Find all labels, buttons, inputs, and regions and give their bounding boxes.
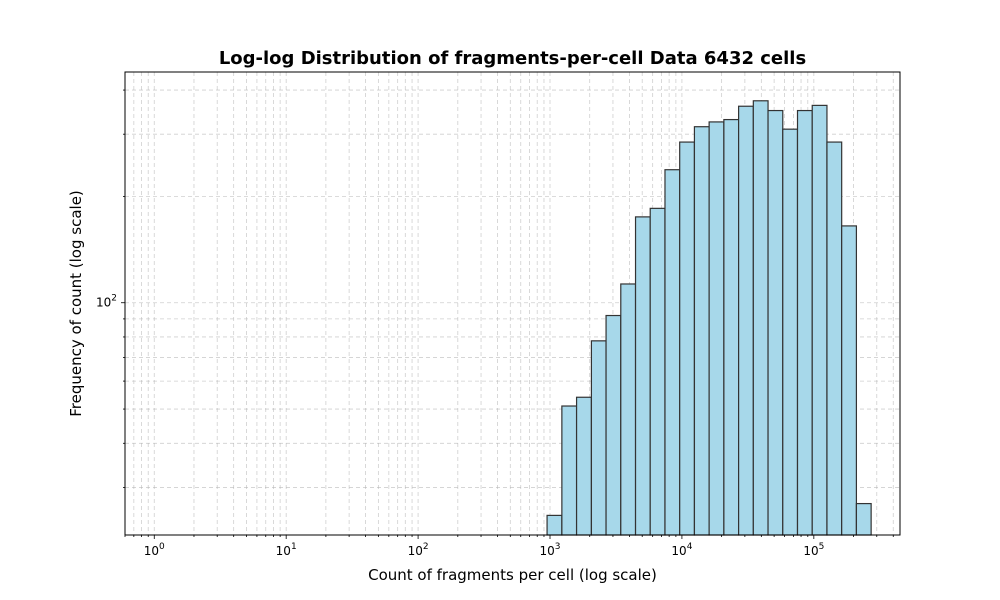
histogram-bar [561, 405, 578, 536]
histogram-bar [634, 216, 651, 536]
x-tick-label: 105 [803, 542, 824, 558]
x-tick-label: 100 [144, 542, 165, 558]
histogram-bar [811, 104, 828, 536]
histogram-bar [575, 396, 593, 536]
histogram-bar [605, 314, 622, 536]
histogram-bar [796, 109, 813, 536]
histogram-bar [708, 121, 725, 536]
histogram-bar [738, 105, 754, 536]
histogram-bar [546, 514, 563, 536]
histogram-bar [649, 207, 666, 536]
x-tick-label: 101 [276, 542, 297, 558]
histogram-bars [546, 100, 872, 536]
histogram-bar [782, 128, 799, 536]
histogram-bar [693, 126, 710, 536]
histogram-bar [826, 141, 843, 536]
x-tick-label: 103 [539, 542, 560, 558]
x-tick-label: 102 [408, 542, 429, 558]
chart-title: Log-log Distribution of fragments-per-ce… [219, 48, 806, 69]
histogram-bar [590, 340, 607, 536]
histogram-bar [664, 169, 681, 536]
histogram-bar [855, 502, 872, 536]
y-axis-label: Frequency of count (log scale) [67, 190, 85, 417]
plot-frame [124, 71, 901, 536]
histogram-bar [767, 109, 784, 536]
histogram-bar [723, 118, 740, 536]
x-tick-label: 104 [671, 542, 692, 558]
axis-ticks: 100 101 102 103 104 105 102 [96, 89, 894, 558]
histogram-bar [679, 141, 696, 536]
histogram-bar [841, 225, 858, 536]
histogram-bar [752, 100, 769, 536]
x-axis-label: Count of fragments per cell (log scale) [368, 566, 657, 584]
y-tick-label: 102 [96, 294, 117, 310]
histogram-bar [620, 283, 637, 536]
